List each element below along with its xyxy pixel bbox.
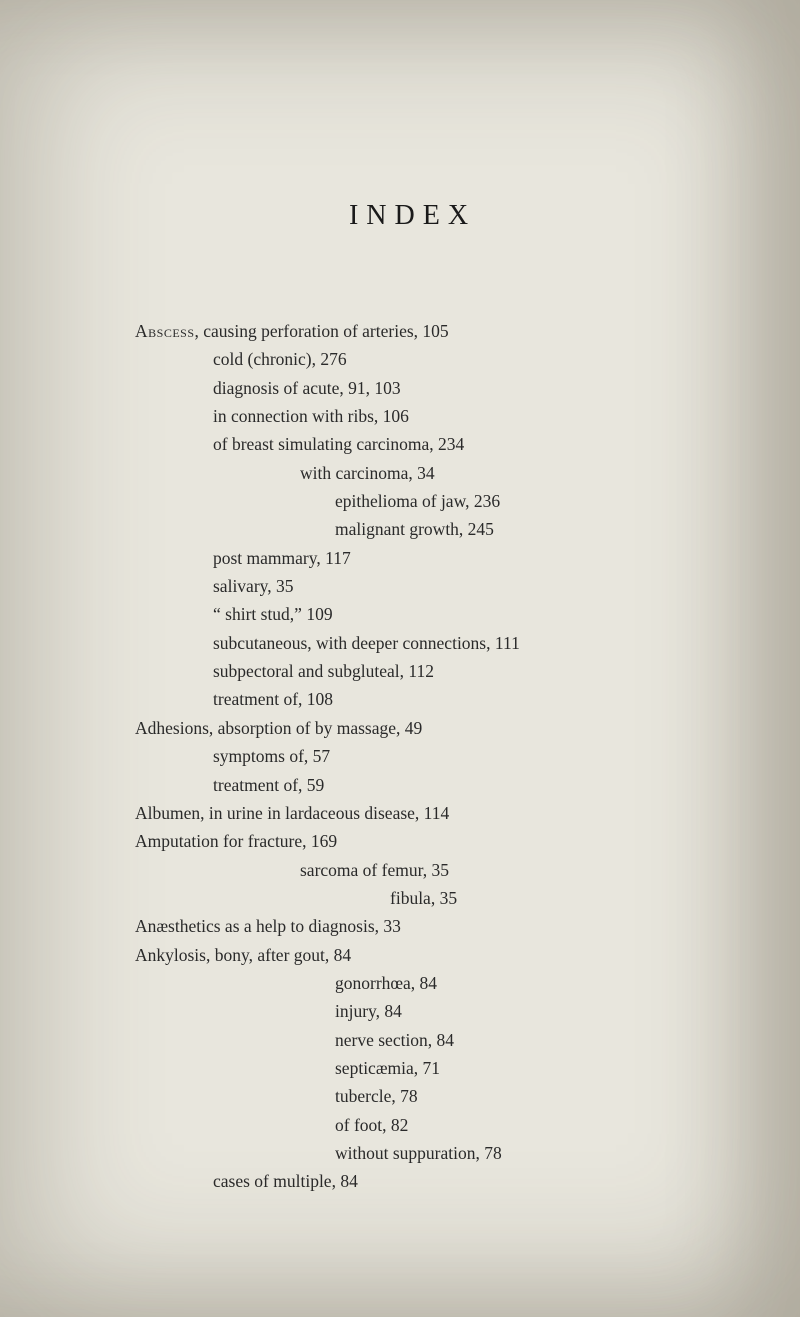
index-entry: injury, 84 (135, 997, 690, 1025)
document-page: INDEX Abscess, causing perforation of ar… (0, 0, 800, 1256)
index-entry: subcutaneous, with deeper connections, 1… (135, 629, 690, 657)
index-entry: gonorrhœa, 84 (135, 969, 690, 997)
index-entry: cases of multiple, 84 (135, 1167, 690, 1195)
index-entry: salivary, 35 (135, 572, 690, 600)
index-entry: diagnosis of acute, 91, 103 (135, 374, 690, 402)
index-entry: subpectoral and subgluteal, 112 (135, 657, 690, 685)
index-entry: Ankylosis, bony, after gout, 84 (135, 941, 690, 969)
index-entry: fibula, 35 (135, 884, 690, 912)
index-entry: of foot, 82 (135, 1111, 690, 1139)
index-entry: Adhesions, absorption of by massage, 49 (135, 714, 690, 742)
index-entry: “ shirt stud,” 109 (135, 600, 690, 628)
index-entry: symptoms of, 57 (135, 742, 690, 770)
index-entry: Amputation for fracture, 169 (135, 827, 690, 855)
index-entry: tubercle, 78 (135, 1082, 690, 1110)
entry-headword: Abscess (135, 321, 195, 341)
index-entry: nerve section, 84 (135, 1026, 690, 1054)
index-entry: with carcinoma, 34 (135, 459, 690, 487)
index-entry: Abscess, causing perforation of arteries… (135, 317, 690, 345)
index-entry: treatment of, 108 (135, 685, 690, 713)
index-entry: without suppuration, 78 (135, 1139, 690, 1167)
index-entry: sarcoma of femur, 35 (135, 856, 690, 884)
index-entry: Anæsthetics as a help to diagnosis, 33 (135, 912, 690, 940)
page-title: INDEX (135, 200, 690, 232)
index-entry: cold (chronic), 276 (135, 345, 690, 373)
index-entry: post mammary, 117 (135, 544, 690, 572)
index-entry: in connection with ribs, 106 (135, 402, 690, 430)
index-entry: malignant growth, 245 (135, 515, 690, 543)
index-entry: treatment of, 59 (135, 771, 690, 799)
index-entry: epithelioma of jaw, 236 (135, 487, 690, 515)
index-entry: of breast simulating carcinoma, 234 (135, 430, 690, 458)
index-entry: Albumen, in urine in lardaceous disease,… (135, 799, 690, 827)
index-entry: septicæmia, 71 (135, 1054, 690, 1082)
index-body: Abscess, causing perforation of arteries… (135, 317, 690, 1196)
entry-text: , causing perforation of arteries, 105 (195, 321, 449, 341)
